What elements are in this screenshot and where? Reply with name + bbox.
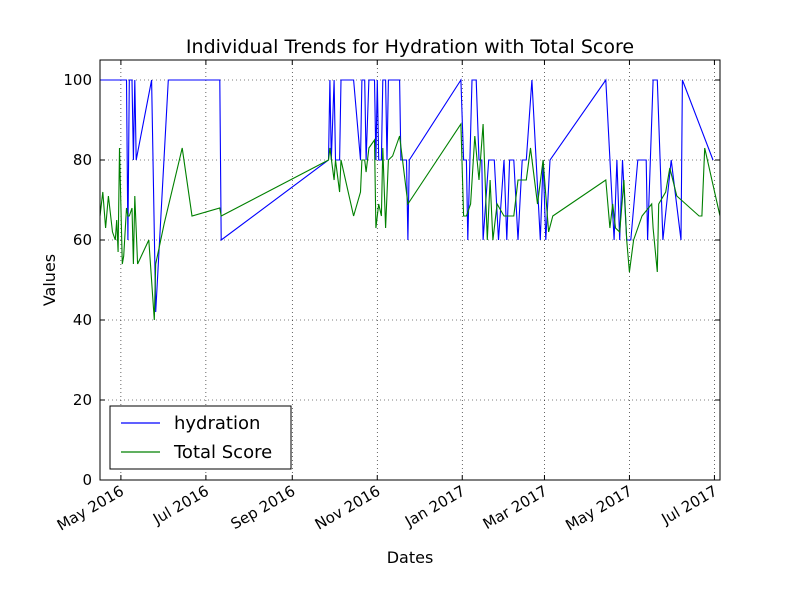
y-tick-label: 40 — [73, 311, 92, 329]
axes-frame — [99, 59, 721, 481]
y-tick-label: 100 — [63, 71, 92, 89]
legend-label-total-score: Total Score — [173, 442, 272, 463]
chart-title: Individual Trends for Hydration with Tot… — [186, 36, 634, 58]
y-axis-label: Values — [40, 254, 59, 306]
legend-label-hydration: hydration — [174, 413, 260, 434]
x-axis-label: Dates — [387, 548, 434, 567]
y-tick-label: 0 — [82, 471, 92, 489]
legend: hydration Total Score — [109, 405, 292, 470]
series-line-total-score — [99, 122, 721, 321]
y-tick-label: 20 — [73, 391, 92, 409]
y-tick-label: 60 — [73, 231, 92, 249]
legend-box — [109, 405, 292, 470]
y-tick-label: 80 — [73, 151, 92, 169]
